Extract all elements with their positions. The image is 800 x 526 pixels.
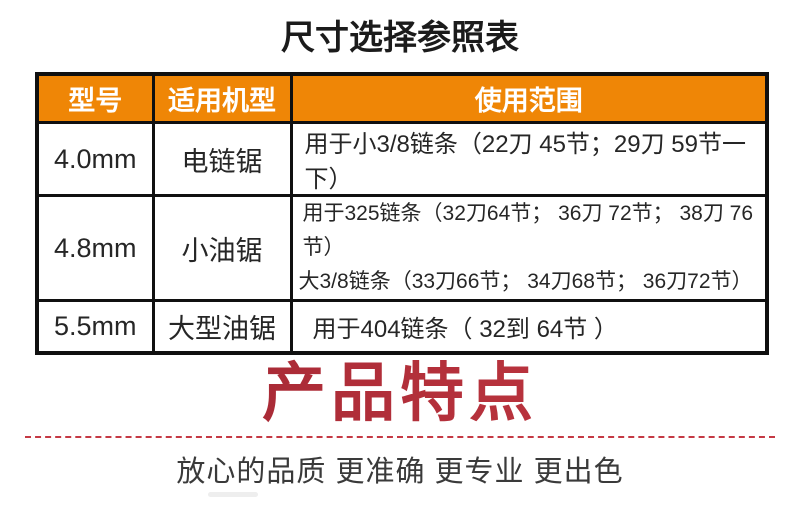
table-row: 4.8mm 小油锯 用于325链条（32刀64节； 36刀 72节； 38刀 7… <box>35 194 769 302</box>
model-value: 4.8mm <box>35 194 155 302</box>
range-value: 用于小3/8链条（22刀 45节；29刀 59节一下） <box>289 121 769 197</box>
model-value: 5.5mm <box>35 299 155 354</box>
dashed-divider <box>25 436 775 438</box>
table-header-row: 型号 适用机型 使用范围 <box>35 72 769 124</box>
model-value: 4.0mm <box>35 121 155 197</box>
range-value: 用于325链条（32刀64节； 36刀 72节； 38刀 76节） 大3/8链条… <box>289 194 769 302</box>
size-reference-table: 型号 适用机型 使用范围 4.0mm 电链锯 用于小3/8链条（22刀 45节；… <box>35 72 769 355</box>
header-model: 型号 <box>35 72 155 124</box>
machine-value: 电链锯 <box>151 121 293 197</box>
table-row: 5.5mm 大型油锯 用于404链条（ 32到 64节 ） <box>35 299 769 354</box>
table-row: 4.0mm 电链锯 用于小3/8链条（22刀 45节；29刀 59节一下） <box>35 121 769 197</box>
range-line: 用于404链条（ 32到 64节 ） <box>312 315 618 343</box>
machine-value: 大型油锯 <box>151 299 293 354</box>
header-range: 使用范围 <box>289 72 769 124</box>
range-line: 用于325链条（32刀64节； 36刀 72节； 38刀 76节） <box>302 202 754 259</box>
machine-value: 小油锯 <box>151 194 293 302</box>
header-machine: 适用机型 <box>151 72 293 124</box>
range-value: 用于404链条（ 32到 64节 ） <box>289 299 769 354</box>
cropped-image-fragment <box>208 492 258 497</box>
features-section-title: 产品特点 <box>0 359 800 427</box>
range-line: 大3/8链条（33刀66节； 34刀68节； 36刀72节） <box>298 270 753 293</box>
features-tagline: 放心的品质 更准确 更专业 更出色 <box>176 456 624 488</box>
range-line: 用于小3/8链条（22刀 45节；29刀 59节一下） <box>304 131 746 193</box>
size-table-title: 尺寸选择参照表 <box>281 19 519 57</box>
